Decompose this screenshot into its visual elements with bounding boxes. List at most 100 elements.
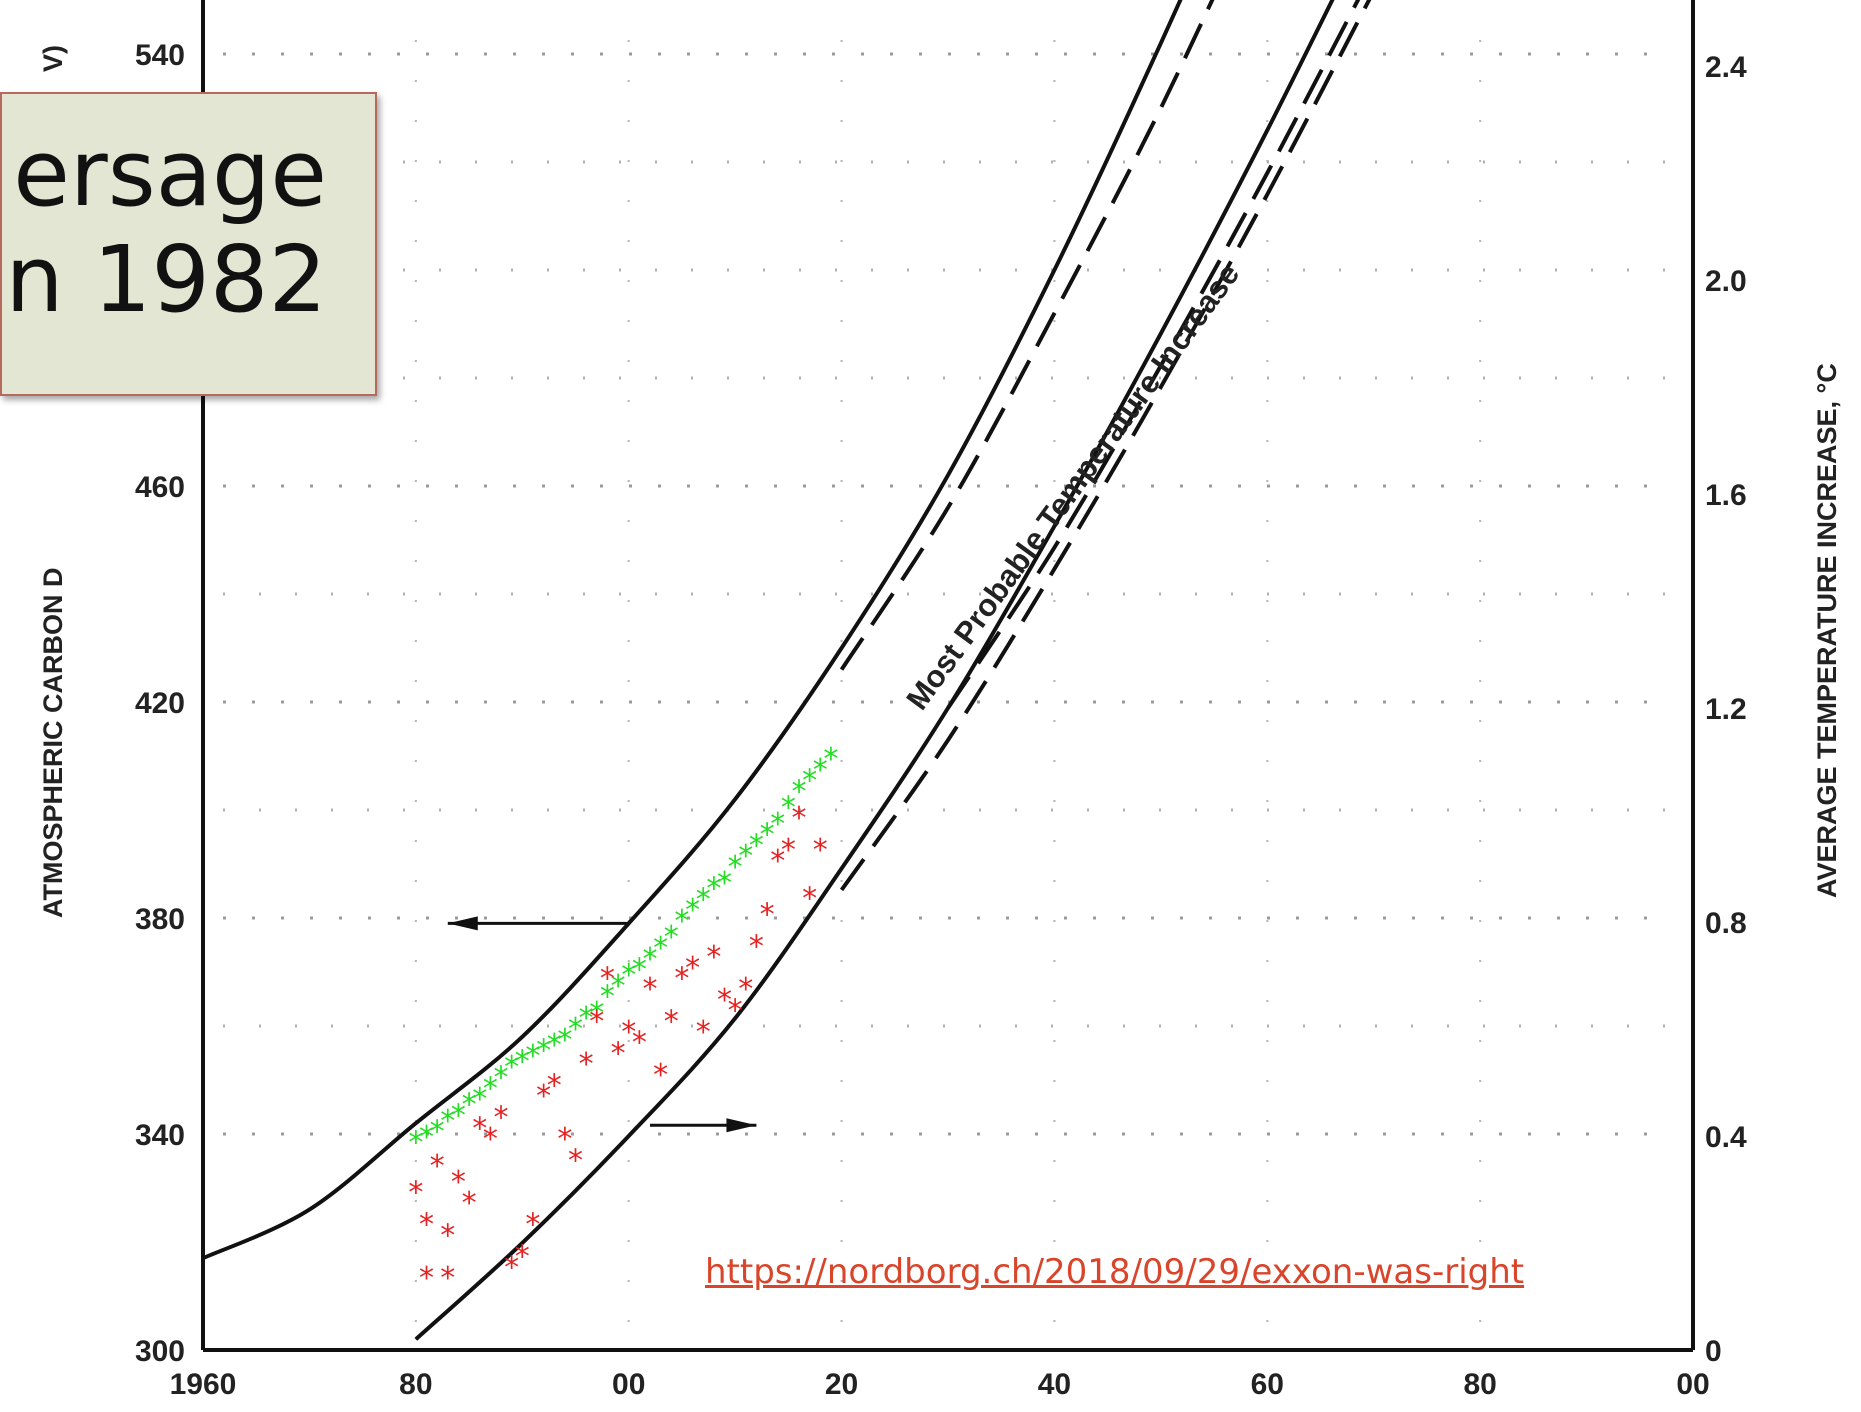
projection-curve-2-solid — [414, 0, 1335, 1341]
measured-temp-point: * — [451, 1165, 466, 1200]
measured-co2-point: * — [738, 839, 753, 874]
measured-co2-point: * — [664, 920, 679, 955]
measured-co2-point: * — [632, 953, 647, 988]
measured-temp-point: * — [770, 844, 785, 879]
measured-co2-point: * — [823, 742, 838, 777]
measured-co2-point: * — [770, 807, 785, 842]
right-tick-label-4: 1.6 — [1705, 479, 1747, 512]
measured-co2-point: * — [802, 764, 817, 799]
measured-temp-point: * — [462, 1186, 477, 1221]
left-tick-label-1: 340 — [135, 1119, 185, 1152]
measured-temp-point: * — [568, 1143, 583, 1178]
right-axis-label: AVERAGE TEMPERATURE INCREASE, °C — [1812, 363, 1842, 898]
x-tick-label-6: 80 — [1463, 1368, 1496, 1401]
measured-temp-point: * — [738, 972, 753, 1007]
measured-co2-point: * — [792, 774, 807, 809]
callout-box: ersage n 1982 — [0, 92, 377, 396]
measured-co2-point: * — [568, 1012, 583, 1047]
measured-co2-point: * — [813, 753, 828, 788]
measured-temp-point: * — [504, 1250, 519, 1285]
measured-temp-point: * — [430, 1149, 445, 1184]
arrow-head-left — [447, 916, 478, 931]
measured-co2-point: * — [674, 904, 689, 939]
measured-temp-point: * — [674, 962, 689, 997]
measured-co2-point: * — [504, 1050, 519, 1085]
measured-temp-point: * — [472, 1111, 487, 1146]
measured-temp-point: * — [760, 897, 775, 932]
right-tick-label-6: 2.4 — [1705, 51, 1747, 84]
measured-co2-series: **************************************** — [408, 742, 838, 1160]
measured-temp-point: * — [813, 833, 828, 868]
x-tick-label-4: 40 — [1038, 1368, 1071, 1401]
measured-co2-point: * — [611, 969, 626, 1004]
measured-co2-point: * — [515, 1044, 530, 1079]
right-tick-label-2: 0.8 — [1705, 907, 1747, 940]
measured-co2-point: * — [643, 942, 658, 977]
measured-co2-point: * — [589, 996, 604, 1031]
measured-co2-point: * — [419, 1120, 434, 1155]
right-tick-label-1: 0.4 — [1705, 1121, 1747, 1154]
arrow-head-right — [726, 1118, 757, 1133]
measured-temp-point: * — [611, 1036, 626, 1071]
left-tick-label-3: 420 — [135, 687, 185, 720]
measured-co2-point: * — [440, 1104, 455, 1139]
measured-temp-point: * — [579, 1047, 594, 1082]
projection-curve-3-dashed — [839, 0, 1372, 892]
callout-line-1: ersage — [13, 120, 327, 227]
x-tick-label-7: 00 — [1676, 1368, 1709, 1401]
measured-temp-point: * — [419, 1261, 434, 1296]
projection-curve-0-solid — [202, 0, 1183, 1261]
measured-temp-point: * — [547, 1069, 562, 1104]
axis-arrows — [447, 916, 757, 1133]
measured-temp-point: * — [728, 994, 743, 1029]
measured-co2-point: * — [451, 1098, 466, 1133]
measured-co2-point: * — [760, 818, 775, 853]
measured-temp-point: * — [408, 1176, 423, 1211]
measured-co2-point: * — [749, 828, 764, 863]
measured-temp-point: * — [515, 1240, 530, 1275]
measured-temp-point: * — [632, 1026, 647, 1061]
measured-temp-point: * — [781, 833, 796, 868]
measured-co2-point: * — [579, 1001, 594, 1036]
measured-temp-point: * — [494, 1101, 509, 1136]
measured-co2-point: * — [547, 1028, 562, 1063]
measured-temp-point: * — [685, 951, 700, 986]
measured-co2-point: * — [717, 866, 732, 901]
source-link[interactable]: https://nordborg.ch/2018/09/29/exxon-was… — [705, 1252, 1525, 1292]
measured-co2-point: * — [472, 1082, 487, 1117]
measured-co2-point: * — [536, 1034, 551, 1069]
measured-co2-point: * — [408, 1125, 423, 1160]
x-tick-label-3: 20 — [825, 1368, 858, 1401]
measured-co2-point: * — [781, 791, 796, 826]
measured-temp-point: * — [696, 1015, 711, 1050]
measured-temp-point: * — [792, 801, 807, 836]
measured-temp-point: * — [706, 940, 721, 975]
projection-curve-4-dashed — [946, 0, 1361, 710]
tick-labels: 1960 80 00 20 40 60 80 00 300 340 380 420 460 540 0 0.4… — [135, 39, 1747, 1401]
measured-temp-point: * — [557, 1122, 572, 1157]
measured-temp-point: * — [664, 1004, 679, 1039]
right-tick-label-3: 1.2 — [1705, 693, 1747, 726]
measured-co2-point: * — [728, 850, 743, 885]
projection-curve-1-dashed — [839, 0, 1215, 671]
measured-co2-point: * — [696, 882, 711, 917]
left-tick-label-4: 460 — [135, 471, 185, 504]
left-tick-label-0: 300 — [135, 1335, 185, 1368]
measured-co2-point: * — [430, 1115, 445, 1150]
left-axis-label-unit: V) — [38, 45, 68, 72]
left-tick-label-2: 380 — [135, 903, 185, 936]
left-axis-label: ATMOSPHERIC CARBON D — [38, 568, 68, 919]
right-tick-label-5: 2.0 — [1705, 265, 1747, 298]
measured-co2-point: * — [685, 893, 700, 928]
projection-curves — [202, 0, 1372, 1341]
measured-co2-point: * — [621, 958, 636, 993]
measured-temp-point: * — [643, 972, 658, 1007]
measured-co2-point: * — [706, 872, 721, 907]
measured-co2-point: * — [483, 1071, 498, 1106]
left-tick-label-5: 540 — [135, 39, 185, 72]
measured-co2-point: * — [557, 1023, 572, 1058]
x-tick-label-0: 1960 — [170, 1368, 237, 1401]
measured-co2-point: * — [600, 980, 615, 1015]
measured-temp-point: * — [536, 1079, 551, 1114]
